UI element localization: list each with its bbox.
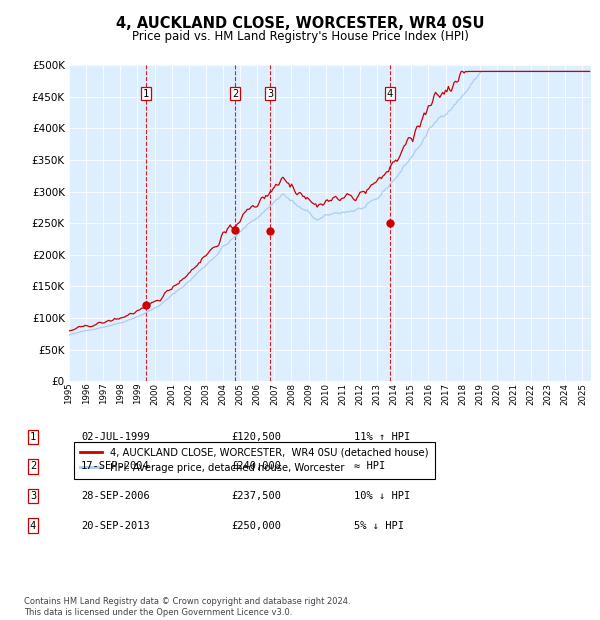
Text: £240,000: £240,000 (231, 461, 281, 471)
Text: 1: 1 (143, 89, 149, 99)
Text: £237,500: £237,500 (231, 491, 281, 501)
Text: £250,000: £250,000 (231, 521, 281, 531)
Text: Contains HM Land Registry data © Crown copyright and database right 2024.
This d: Contains HM Land Registry data © Crown c… (24, 598, 350, 617)
Text: 4: 4 (30, 521, 36, 531)
Text: 02-JUL-1999: 02-JUL-1999 (81, 432, 150, 442)
Text: £120,500: £120,500 (231, 432, 281, 442)
Text: Price paid vs. HM Land Registry's House Price Index (HPI): Price paid vs. HM Land Registry's House … (131, 30, 469, 43)
Text: 3: 3 (267, 89, 273, 99)
Text: 3: 3 (30, 491, 36, 501)
Text: 4: 4 (386, 89, 392, 99)
Text: 1: 1 (30, 432, 36, 442)
Text: 2: 2 (232, 89, 238, 99)
Text: 2: 2 (30, 461, 36, 471)
Text: 10% ↓ HPI: 10% ↓ HPI (354, 491, 410, 501)
Text: ≈ HPI: ≈ HPI (354, 461, 385, 471)
Text: 4, AUCKLAND CLOSE, WORCESTER, WR4 0SU: 4, AUCKLAND CLOSE, WORCESTER, WR4 0SU (116, 16, 484, 30)
Text: 20-SEP-2013: 20-SEP-2013 (81, 521, 150, 531)
Text: 17-SEP-2004: 17-SEP-2004 (81, 461, 150, 471)
Text: 5% ↓ HPI: 5% ↓ HPI (354, 521, 404, 531)
Text: 28-SEP-2006: 28-SEP-2006 (81, 491, 150, 501)
Text: 11% ↑ HPI: 11% ↑ HPI (354, 432, 410, 442)
Legend: 4, AUCKLAND CLOSE, WORCESTER,  WR4 0SU (detached house), HPI: Average price, det: 4, AUCKLAND CLOSE, WORCESTER, WR4 0SU (d… (74, 441, 434, 479)
